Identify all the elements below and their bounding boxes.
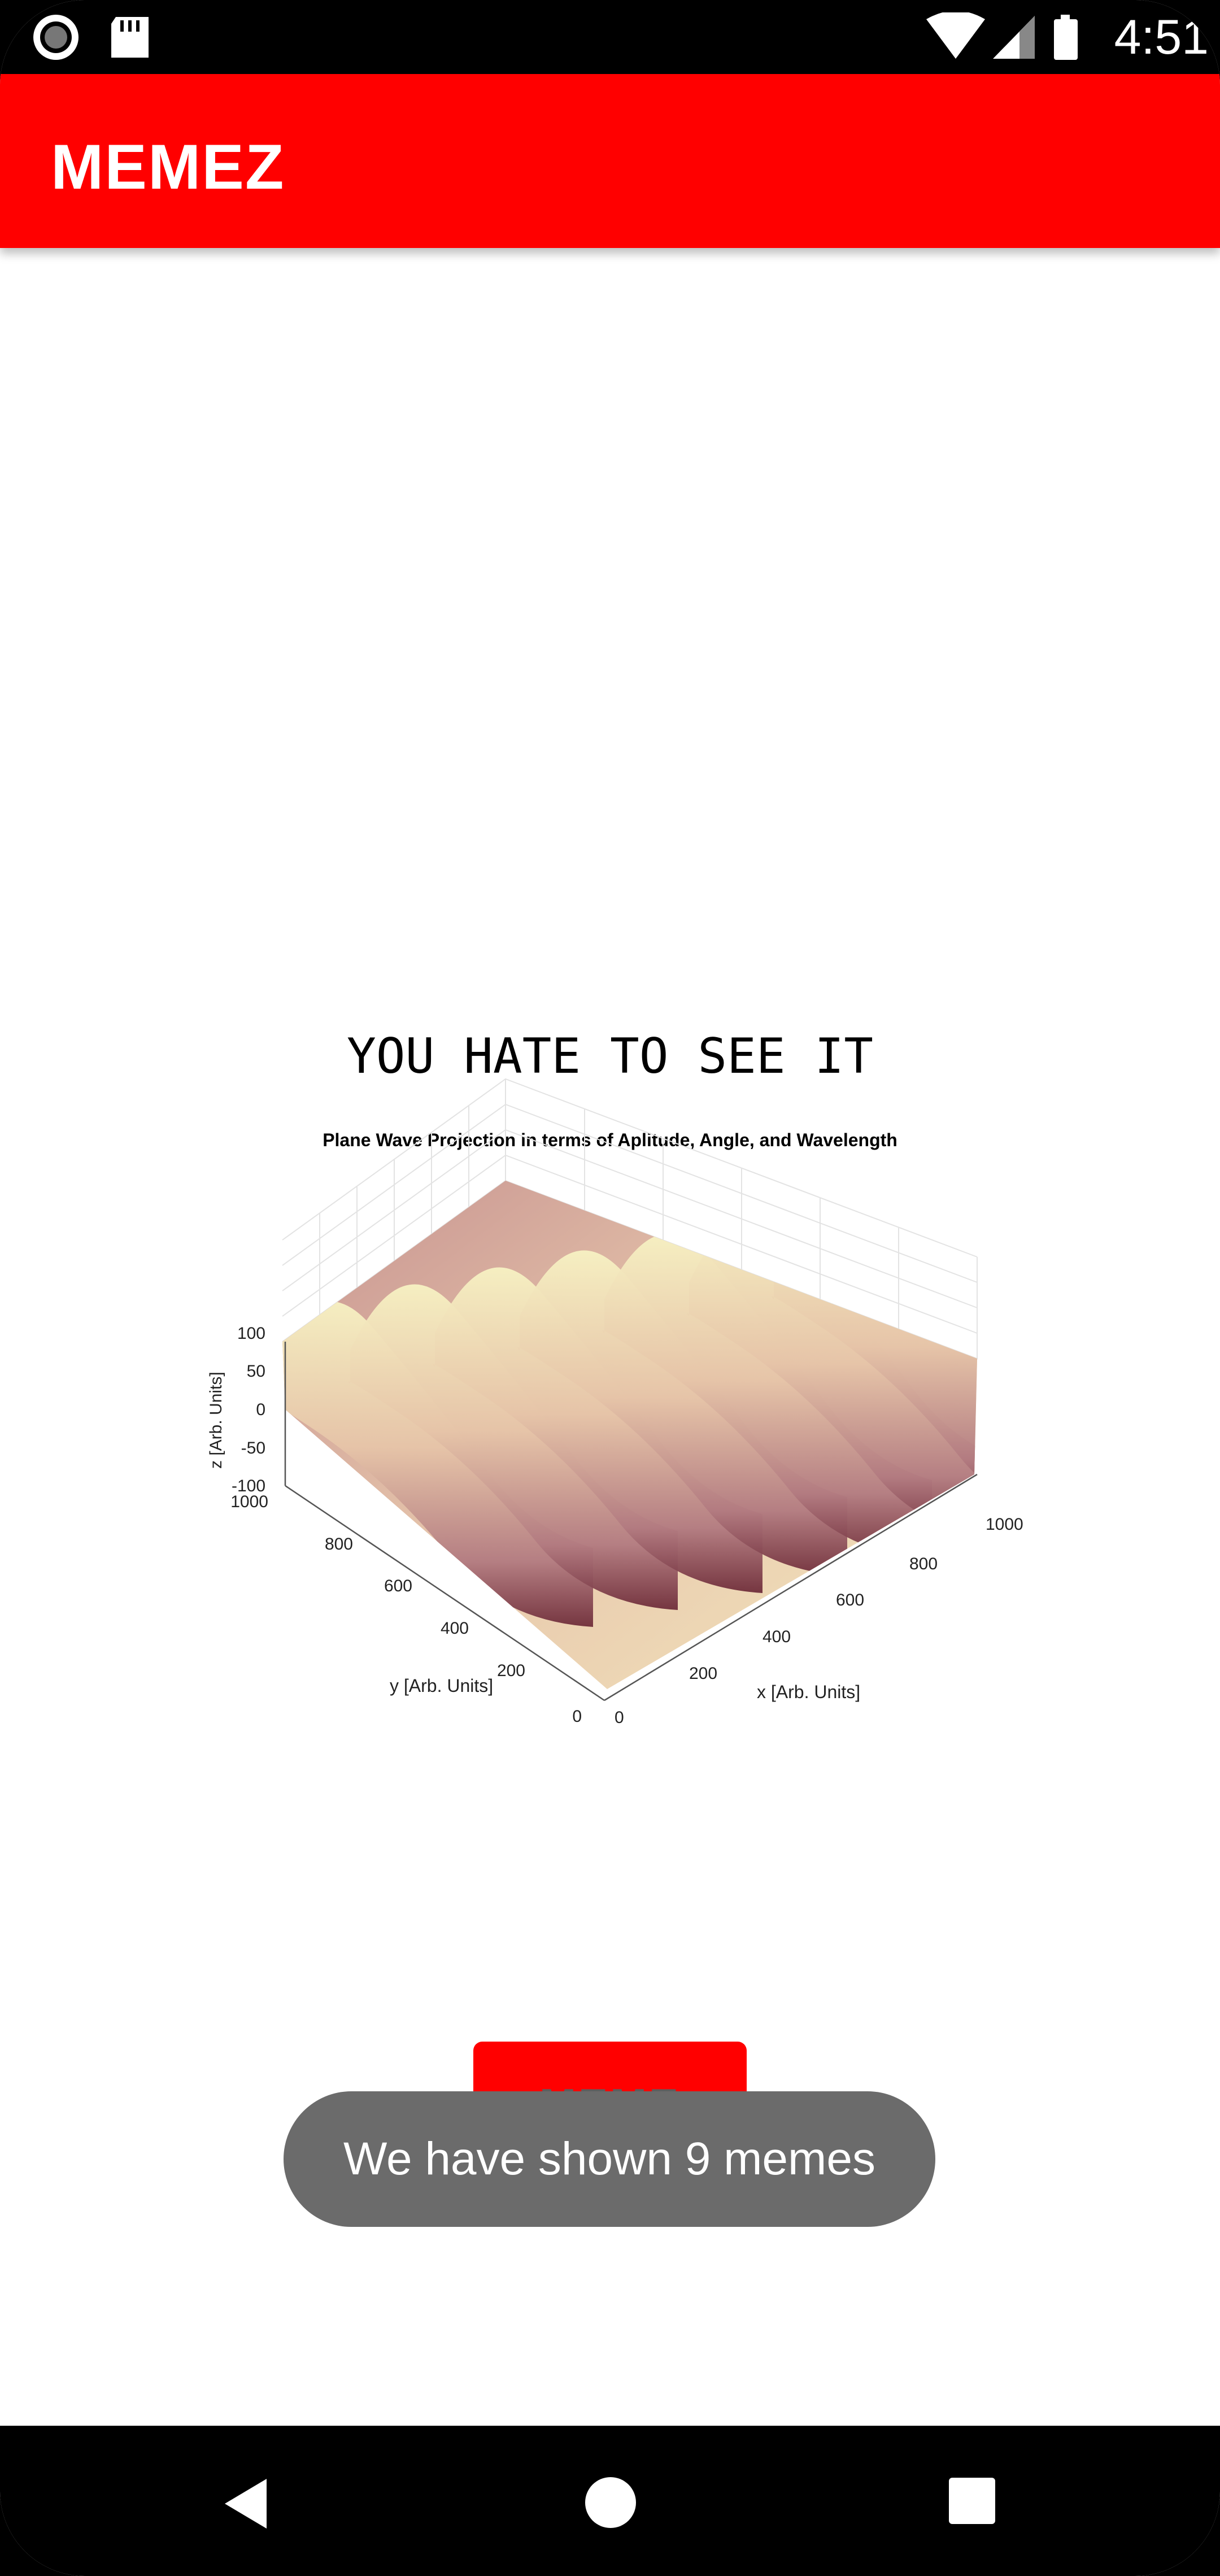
y-axis-label: y [Arb. Units] <box>390 1676 493 1696</box>
x-tick-label: 800 <box>909 1555 938 1573</box>
surface-mesh <box>282 1181 977 1689</box>
x-axis-label: x [Arb. Units] <box>757 1682 860 1702</box>
status-bar: 4:51 <box>0 0 1220 74</box>
x-tick-label: 0 <box>615 1708 624 1727</box>
sd-card-icon <box>111 17 149 58</box>
battery-icon <box>1054 15 1078 60</box>
z-tick-label: 50 <box>247 1362 265 1381</box>
status-right-icons <box>926 12 1078 60</box>
cell-signal-empty <box>1019 16 1035 59</box>
surface-ridge <box>602 1233 932 1559</box>
surface-ridge <box>687 1216 977 1542</box>
wifi-icon <box>926 12 985 59</box>
meme-image: YOU HATE TO SEE IT Plane Wave Projection… <box>192 1028 1028 1746</box>
recents-icon[interactable] <box>948 2477 996 2525</box>
z-tick-label: 0 <box>256 1400 265 1419</box>
y-tick-label: 200 <box>497 1661 525 1680</box>
y-tick-label: 800 <box>325 1535 353 1554</box>
surface-ridge <box>282 1301 593 1627</box>
z-tick-label: -50 <box>241 1439 265 1457</box>
navigation-bar <box>0 2426 1220 2576</box>
z-tick-label: -100 <box>232 1477 265 1495</box>
back-icon[interactable] <box>220 2477 271 2531</box>
surface-plot: 100 50 0 -50 -100 0 200 400 600 800 1000 0 200 400 600… <box>207 1078 1023 1727</box>
y-tick-label: 400 <box>441 1619 469 1638</box>
surface-ridge <box>348 1284 678 1610</box>
app-bar: MEMEZ <box>0 74 1220 248</box>
y-tick-label: 0 <box>572 1707 582 1726</box>
x-tick-label: 600 <box>836 1591 864 1609</box>
x-tick-label: 1000 <box>986 1515 1023 1534</box>
status-left-icons <box>33 15 149 60</box>
z-tick-label: 100 <box>237 1324 265 1343</box>
app-title: MEMEZ <box>51 132 285 202</box>
surface-ridge <box>433 1267 762 1593</box>
surface-ridge <box>517 1250 847 1576</box>
x-tick-label: 400 <box>762 1628 791 1646</box>
chart-title: Plane Wave Projection in terms of Aplitu… <box>323 1130 897 1150</box>
meme-caption: YOU HATE TO SEE IT <box>347 1028 873 1085</box>
status-time: 4:51 <box>1114 10 1209 64</box>
plot-axes <box>284 1342 978 1702</box>
record-icon <box>33 15 79 60</box>
y-tick-label: 600 <box>384 1577 412 1595</box>
home-icon[interactable] <box>583 2475 638 2530</box>
z-axis-label: z [Arb. Units] <box>207 1372 225 1469</box>
x-tick-label: 200 <box>689 1664 717 1683</box>
toast-message: We have shown 9 memes <box>284 2091 935 2227</box>
y-tick-label: 1000 <box>230 1492 268 1511</box>
